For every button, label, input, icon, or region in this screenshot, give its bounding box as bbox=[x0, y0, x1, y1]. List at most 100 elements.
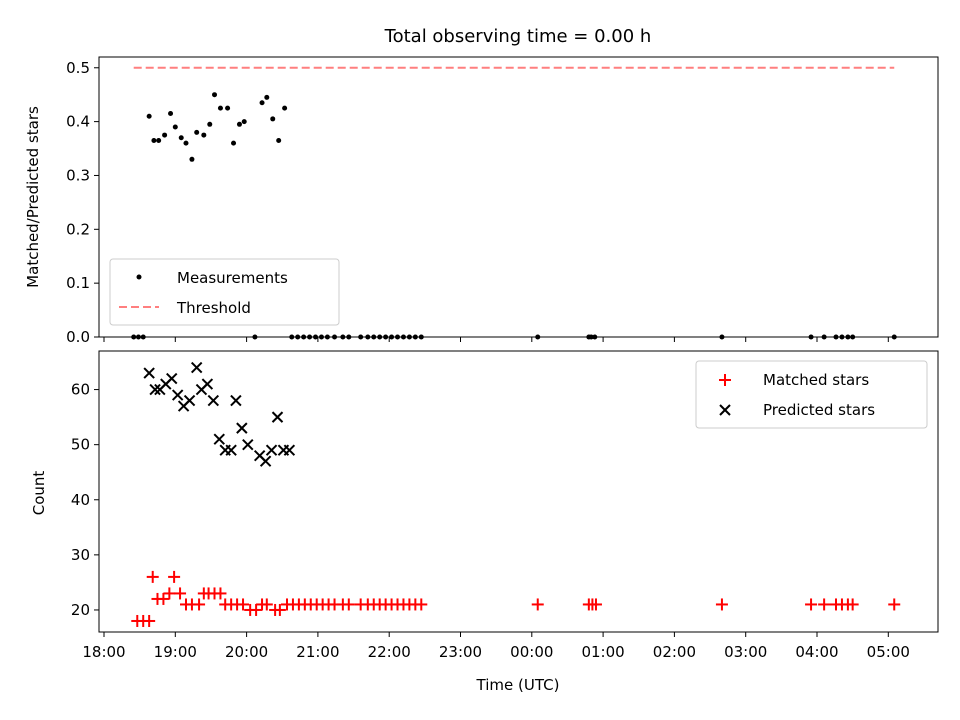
matched-star-point bbox=[805, 598, 818, 611]
predicted-star-point bbox=[283, 444, 296, 456]
x-tick-label: 02:00 bbox=[653, 643, 696, 661]
bottom-y-tick-label: 50 bbox=[71, 436, 90, 454]
matched-star-point bbox=[415, 598, 428, 611]
measurement-point bbox=[282, 105, 288, 111]
top-y-tick-label: 0.1 bbox=[66, 274, 90, 292]
matched-star-point bbox=[273, 603, 286, 616]
bottom-plot-frame bbox=[98, 350, 939, 633]
x-tick-label: 03:00 bbox=[724, 643, 767, 661]
bottom-panel: 20 30 40 50 60 18:00 19:00 20:00 21:00 22:00 23:0… bbox=[30, 350, 939, 694]
predicted-star-point bbox=[183, 394, 196, 407]
bottom-y-tick-label: 30 bbox=[71, 546, 90, 564]
measurement-point bbox=[259, 100, 265, 106]
measurement-point bbox=[183, 140, 189, 146]
measurement-point bbox=[270, 116, 276, 122]
measurement-point bbox=[151, 137, 157, 143]
matched-star-point bbox=[143, 614, 156, 627]
top-y-tick-label: 0.2 bbox=[66, 220, 90, 238]
predicted-star-point bbox=[236, 422, 248, 434]
measurement-point bbox=[241, 119, 247, 125]
measurement-point bbox=[172, 124, 178, 130]
measurement-point bbox=[201, 132, 207, 138]
legend-predicted-label: Predicted stars bbox=[763, 401, 875, 419]
matched-star-point bbox=[715, 598, 728, 611]
measurement-point bbox=[146, 113, 152, 119]
top-y-tick-label: 0.0 bbox=[66, 328, 90, 346]
predicted-star-point bbox=[190, 361, 203, 374]
legend-threshold-label: Threshold bbox=[176, 299, 251, 317]
legend-measurements-marker bbox=[136, 274, 142, 280]
matched-star-point bbox=[888, 598, 901, 611]
top-y-tick-label: 0.3 bbox=[66, 166, 90, 184]
top-plot-frame bbox=[98, 56, 939, 338]
matched-star-point bbox=[260, 598, 273, 611]
top-y-tick-label: 0.4 bbox=[66, 113, 90, 131]
measurement-point bbox=[276, 137, 282, 143]
predicted-star-point bbox=[213, 433, 225, 445]
legend-measurements-label: Measurements bbox=[177, 269, 288, 287]
matched-star-point bbox=[237, 598, 250, 611]
x-tick-label: 05:00 bbox=[867, 643, 910, 661]
predicted-star-point bbox=[259, 455, 272, 467]
legend-predicted-marker bbox=[719, 404, 731, 416]
x-axis-label: Time (UTC) bbox=[476, 676, 560, 694]
measurement-point bbox=[207, 121, 213, 127]
matched-star-point bbox=[818, 598, 831, 611]
measurement-point bbox=[231, 140, 237, 146]
x-tick-label: 04:00 bbox=[795, 643, 838, 661]
measurement-point bbox=[225, 105, 231, 111]
matched-star-point bbox=[342, 598, 355, 611]
top-x-ticks bbox=[103, 337, 889, 342]
bottom-y-axis-label: Count bbox=[30, 471, 48, 516]
x-tick-label: 01:00 bbox=[581, 643, 624, 661]
predicted-star-point bbox=[201, 378, 214, 390]
predicted-star-point bbox=[271, 411, 284, 423]
top-panel: 0.0 0.1 0.2 0.3 0.4 0.5 Matched/Predicted sta… bbox=[24, 56, 939, 346]
matched-star-point bbox=[531, 598, 544, 611]
measurement-point bbox=[178, 135, 184, 141]
x-tick-label: 23:00 bbox=[439, 643, 482, 661]
bottom-legend: Matched stars Predicted stars bbox=[695, 360, 928, 429]
matched-star-point bbox=[193, 598, 206, 611]
predicted-star-point bbox=[171, 389, 184, 401]
bottom-legend-box bbox=[695, 360, 928, 429]
bottom-x-ticks: 18:00 19:00 20:00 21:00 22:00 23:00 00:00 01:00… bbox=[82, 632, 910, 661]
measurement-point bbox=[217, 105, 223, 111]
matched-star-point bbox=[589, 598, 602, 611]
legend-matched-marker bbox=[719, 374, 731, 386]
x-tick-label: 19:00 bbox=[154, 643, 197, 661]
matched-star-point bbox=[250, 603, 263, 616]
top-legend: Measurements Threshold bbox=[109, 258, 340, 326]
x-tick-label: 22:00 bbox=[368, 643, 411, 661]
matched-star-point bbox=[174, 587, 187, 600]
predicted-star-point bbox=[230, 394, 242, 407]
predicted-star-point bbox=[143, 367, 155, 379]
measurement-point bbox=[156, 137, 162, 143]
predicted-star-point bbox=[225, 444, 237, 456]
chart-title: Total observing time = 0.00 h bbox=[384, 26, 652, 47]
top-legend-box bbox=[109, 258, 340, 326]
bottom-y-tick-label: 40 bbox=[71, 491, 90, 509]
matched-star-point bbox=[214, 587, 227, 600]
predicted-star-point bbox=[149, 383, 161, 396]
top-y-axis-label: Matched/Predicted stars bbox=[24, 106, 42, 288]
measurement-point bbox=[264, 94, 270, 100]
predicted-star-point bbox=[207, 394, 220, 407]
matched-star-point bbox=[846, 598, 859, 611]
measurement-point bbox=[162, 132, 168, 138]
measurement-point bbox=[189, 156, 195, 162]
bottom-y-tick-label: 60 bbox=[71, 381, 90, 399]
predicted-star-point bbox=[242, 438, 254, 451]
bottom-y-ticks: 20 30 40 50 60 bbox=[71, 381, 99, 619]
x-tick-label: 20:00 bbox=[225, 643, 268, 661]
matched-star-point bbox=[163, 587, 176, 600]
matched-star-point bbox=[157, 592, 170, 605]
matched-star-point bbox=[146, 570, 159, 583]
legend-matched-label: Matched stars bbox=[763, 371, 869, 389]
predicted-star-point bbox=[265, 444, 278, 456]
bottom-data-layer bbox=[131, 361, 901, 627]
measurement-point bbox=[168, 111, 174, 117]
matched-star-point bbox=[168, 570, 181, 583]
measurement-point bbox=[194, 129, 200, 135]
